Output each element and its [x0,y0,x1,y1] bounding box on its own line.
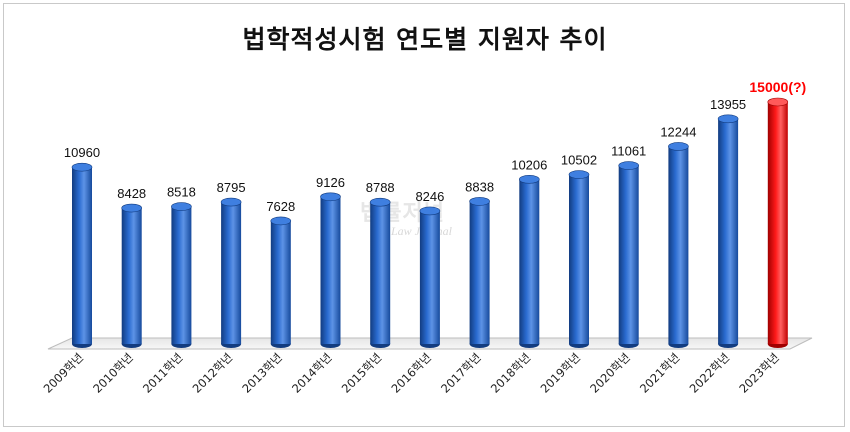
bar-2015학년 [369,197,391,348]
value-label: 7628 [266,199,295,214]
bar-2011학년 [171,202,192,348]
value-label: 8518 [167,185,196,200]
x-tick-label: 2018학년 [488,350,534,396]
value-label: 10960 [64,145,100,160]
bar-2012학년 [220,197,242,348]
value-label: 10206 [511,157,547,172]
value-label: 10502 [561,153,597,168]
value-label: 8795 [217,180,246,195]
x-tick-label: 2011학년 [140,350,186,396]
x-tick-label: 2013학년 [239,350,285,396]
x-tick-label: 2015학년 [339,350,385,396]
x-tick-label: 2017학년 [438,350,484,396]
x-tick-label: 2021학년 [637,350,683,396]
bar-2013학년 [270,216,292,348]
value-label: 8838 [465,179,494,194]
x-tick-label: 2016학년 [388,350,434,396]
value-label: 15000(?) [749,79,806,95]
x-tick-label: 2023학년 [736,350,782,396]
bar-2023학년 [767,97,789,348]
chart-frame [3,3,845,427]
x-tick-label: 2009학년 [41,350,87,396]
x-tick-label: 2020학년 [587,350,633,396]
bar-2022학년 [717,114,739,348]
value-label: 12244 [660,124,696,139]
value-label: 8428 [117,186,146,201]
bar-2016학년 [419,206,441,348]
x-tick-label: 2010학년 [90,350,136,396]
x-tick-label: 2012학년 [190,350,236,396]
bar-2018학년 [518,175,540,348]
x-tick-label: 2014학년 [289,350,335,396]
chart-title: 법학적성시험 연도별 지원자 추이 [242,25,608,54]
value-label: 11061 [611,144,646,159]
bar-2014학년 [320,192,341,348]
bar-2017학년 [469,197,490,348]
x-tick-label: 2022학년 [687,350,733,396]
value-label: 9126 [316,175,345,190]
bar-2019학년 [568,170,590,348]
bar-2010학년 [121,203,142,348]
value-label: 8246 [415,189,444,204]
value-label: 8788 [366,180,395,195]
x-tick-label: 2019학년 [538,350,584,396]
bar-2021학년 [668,142,689,348]
bar-2009학년 [71,162,93,348]
bar-2020학년 [618,161,640,348]
value-label: 13955 [710,97,746,112]
